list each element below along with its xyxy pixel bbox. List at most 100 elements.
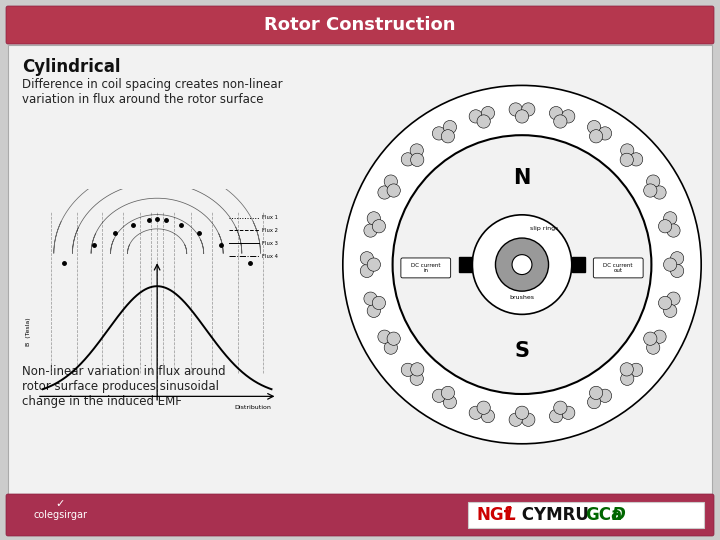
Circle shape <box>644 184 657 197</box>
Text: Distribution: Distribution <box>235 406 271 410</box>
Circle shape <box>364 224 377 237</box>
Circle shape <box>469 406 482 420</box>
Circle shape <box>495 238 549 291</box>
Circle shape <box>549 106 563 120</box>
Circle shape <box>664 258 677 271</box>
Circle shape <box>659 220 672 233</box>
Circle shape <box>509 103 522 116</box>
Circle shape <box>664 304 677 318</box>
Circle shape <box>598 389 612 402</box>
Circle shape <box>629 153 643 166</box>
Text: GCa: GCa <box>585 506 622 524</box>
Text: Flux 2: Flux 2 <box>262 228 278 233</box>
Circle shape <box>401 363 415 376</box>
Circle shape <box>441 130 454 143</box>
Text: Flux 3: Flux 3 <box>262 241 278 246</box>
Circle shape <box>598 127 612 140</box>
Circle shape <box>588 120 600 134</box>
Circle shape <box>516 110 528 123</box>
Circle shape <box>410 363 424 376</box>
Text: B  (Tesla): B (Tesla) <box>26 317 31 346</box>
Circle shape <box>477 401 490 414</box>
Circle shape <box>522 413 535 427</box>
Text: DC current
out: DC current out <box>603 262 633 273</box>
Circle shape <box>522 103 535 116</box>
Circle shape <box>477 115 490 128</box>
FancyBboxPatch shape <box>593 258 643 278</box>
Circle shape <box>509 413 522 427</box>
Circle shape <box>372 296 385 309</box>
Circle shape <box>512 255 532 274</box>
Circle shape <box>667 292 680 305</box>
Circle shape <box>410 372 423 386</box>
Circle shape <box>367 304 380 318</box>
Text: colegsirgar: colegsirgar <box>33 510 87 520</box>
Circle shape <box>360 252 374 265</box>
Circle shape <box>432 127 446 140</box>
Text: Rotor Construction: Rotor Construction <box>264 16 456 34</box>
Circle shape <box>441 386 454 400</box>
Circle shape <box>481 409 495 423</box>
Circle shape <box>378 330 391 343</box>
Circle shape <box>644 332 657 345</box>
Circle shape <box>670 252 684 265</box>
Circle shape <box>667 224 680 237</box>
Circle shape <box>562 406 575 420</box>
Circle shape <box>629 363 643 376</box>
Circle shape <box>590 386 603 400</box>
Circle shape <box>621 144 634 157</box>
Circle shape <box>664 212 677 225</box>
Circle shape <box>343 85 701 444</box>
Text: Non-linear variation in flux around
rotor surface produces sinusoidal
change in : Non-linear variation in flux around roto… <box>22 365 225 408</box>
Circle shape <box>364 292 377 305</box>
Circle shape <box>647 175 660 188</box>
Text: ✓: ✓ <box>55 499 65 509</box>
Text: N: N <box>513 168 531 188</box>
Text: Flux 4: Flux 4 <box>262 254 278 259</box>
Circle shape <box>432 389 446 402</box>
FancyBboxPatch shape <box>6 494 714 536</box>
Text: brushes: brushes <box>510 295 534 300</box>
Text: S: S <box>515 341 529 361</box>
Circle shape <box>410 144 423 157</box>
Circle shape <box>378 186 391 199</box>
Circle shape <box>469 110 482 123</box>
Circle shape <box>516 406 528 420</box>
Text: CYMRU: CYMRU <box>516 506 595 524</box>
Text: NGf: NGf <box>476 506 511 524</box>
Text: D: D <box>612 506 626 524</box>
FancyBboxPatch shape <box>6 6 714 44</box>
Circle shape <box>590 130 603 143</box>
Circle shape <box>387 184 400 197</box>
Circle shape <box>410 153 424 166</box>
Text: variation in flux around the rotor surface: variation in flux around the rotor surfa… <box>22 93 264 106</box>
Circle shape <box>549 409 563 423</box>
Circle shape <box>401 153 415 166</box>
Circle shape <box>472 215 572 314</box>
Bar <box>572 257 585 272</box>
Text: L: L <box>506 506 517 524</box>
Circle shape <box>562 110 575 123</box>
Bar <box>468 502 704 528</box>
Circle shape <box>481 106 495 120</box>
Circle shape <box>620 363 634 376</box>
Circle shape <box>659 296 672 309</box>
Text: Cylindrical: Cylindrical <box>22 58 120 76</box>
Bar <box>459 257 472 272</box>
Circle shape <box>360 264 374 278</box>
Text: DC current
in: DC current in <box>411 262 441 273</box>
Circle shape <box>620 153 634 166</box>
Circle shape <box>670 264 684 278</box>
Circle shape <box>554 115 567 128</box>
Circle shape <box>444 395 456 409</box>
Circle shape <box>588 395 600 409</box>
Circle shape <box>653 186 666 199</box>
FancyBboxPatch shape <box>401 258 451 278</box>
Text: Flux 1: Flux 1 <box>262 215 278 220</box>
Circle shape <box>372 220 385 233</box>
Circle shape <box>384 175 397 188</box>
Circle shape <box>653 330 666 343</box>
Circle shape <box>367 212 380 225</box>
Circle shape <box>621 372 634 386</box>
Circle shape <box>554 401 567 414</box>
